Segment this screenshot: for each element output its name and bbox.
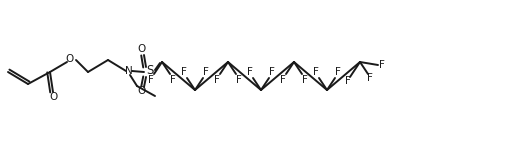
- Text: F: F: [247, 67, 253, 77]
- Text: N: N: [125, 66, 133, 76]
- Text: S: S: [146, 64, 154, 78]
- Text: F: F: [313, 67, 319, 77]
- Text: F: F: [181, 67, 187, 77]
- Text: F: F: [236, 75, 242, 85]
- Text: F: F: [280, 75, 286, 85]
- Text: F: F: [367, 73, 373, 83]
- Text: F: F: [345, 76, 351, 86]
- Text: F: F: [214, 75, 220, 85]
- Text: O: O: [50, 92, 58, 102]
- Text: F: F: [379, 60, 385, 70]
- Text: F: F: [148, 75, 154, 85]
- Text: F: F: [302, 75, 308, 85]
- Text: F: F: [269, 67, 275, 77]
- Text: O: O: [138, 44, 146, 54]
- Text: O: O: [65, 54, 73, 64]
- Text: O: O: [138, 86, 146, 96]
- Text: F: F: [203, 67, 209, 77]
- Text: F: F: [335, 67, 341, 77]
- Text: F: F: [170, 75, 176, 85]
